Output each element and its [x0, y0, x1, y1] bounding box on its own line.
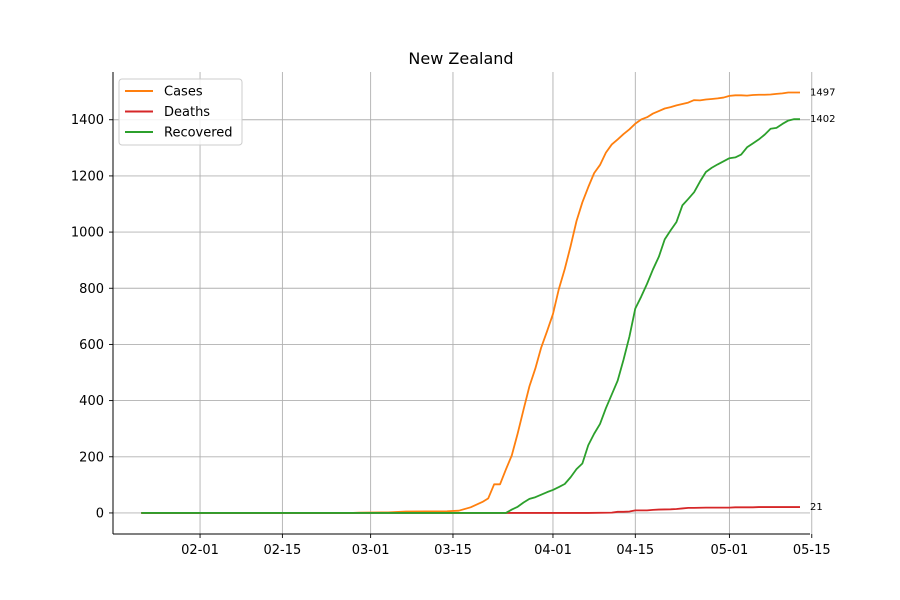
y-tick-label: 1400 [71, 113, 104, 128]
y-tick-label: 0 [96, 506, 104, 521]
legend-label: Deaths [164, 105, 210, 120]
x-tick-label: 02-01 [181, 543, 219, 558]
y-tick-label: 1200 [71, 169, 104, 184]
grid-layer [113, 72, 813, 534]
end-labels: 1497 1402 21 [810, 88, 835, 514]
x-tick-label: 02-15 [264, 543, 302, 558]
y-tick-label: 800 [79, 282, 104, 297]
end-value-label: 21 [810, 502, 823, 513]
legend: Cases Deaths Recovered [118, 78, 243, 146]
y-tick-label: 600 [79, 338, 104, 353]
series-layer [141, 91, 800, 514]
end-value-label: 1402 [810, 114, 835, 125]
x-tick-label: 05-01 [711, 543, 749, 558]
series-line-cases [141, 91, 800, 514]
y-tick-label: 1000 [71, 226, 104, 241]
end-value-label: 1497 [810, 88, 835, 99]
chart-title: New Zealand [408, 49, 513, 68]
series-line-recovered [141, 118, 800, 514]
x-tick-label: 05-15 [793, 543, 831, 558]
axes-layer: 02-01 02-15 03-01 03-15 04-01 04-15 05-01 05-15… [71, 72, 831, 558]
x-tick-label: 04-15 [616, 543, 654, 558]
x-tick-label: 04-01 [534, 543, 572, 558]
x-tick-label: 03-01 [352, 543, 390, 558]
y-tick-label: 200 [79, 450, 104, 465]
legend-label: Cases [164, 85, 203, 100]
legend-box [118, 78, 243, 146]
y-tick-label: 400 [79, 394, 104, 409]
series-line-deaths [141, 506, 800, 514]
legend-label: Recovered [164, 126, 233, 141]
x-tick-label: 03-15 [434, 543, 472, 558]
